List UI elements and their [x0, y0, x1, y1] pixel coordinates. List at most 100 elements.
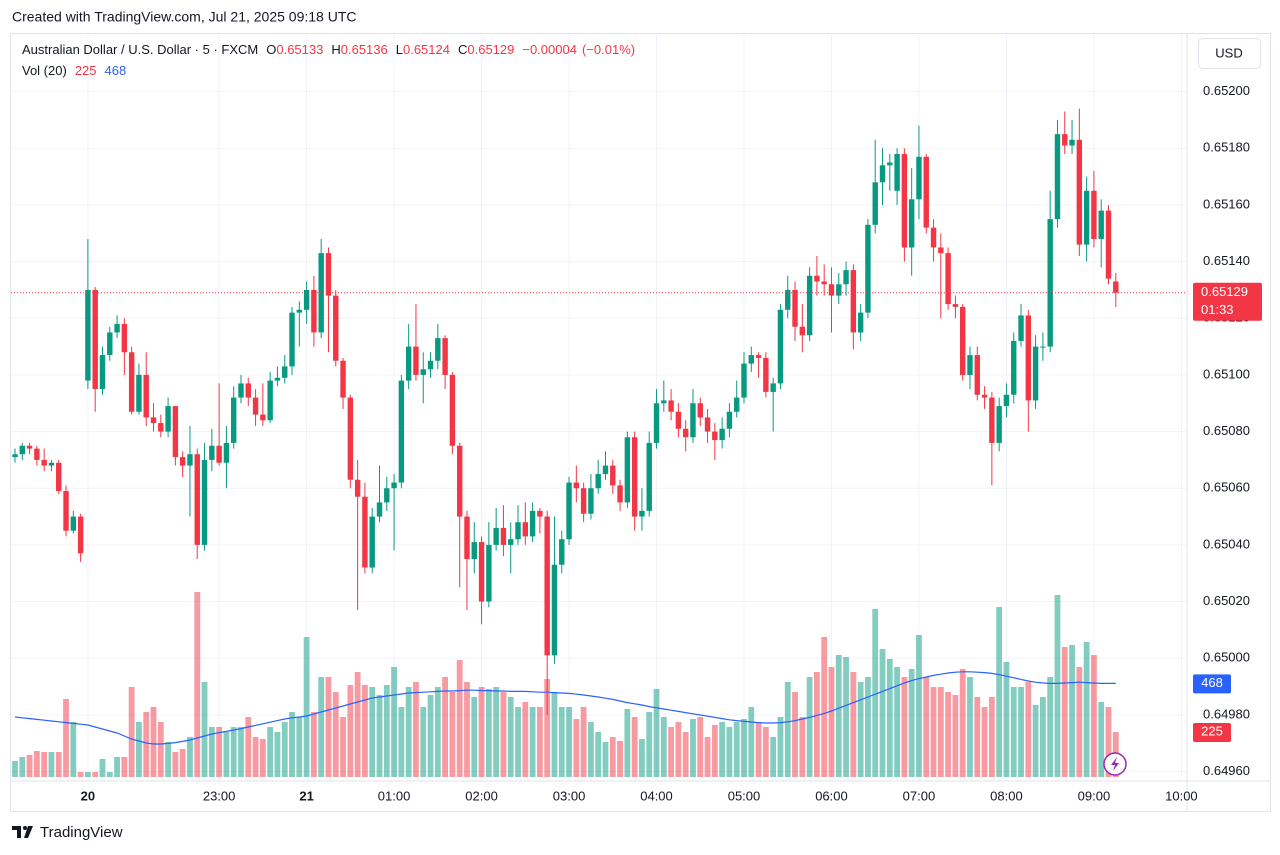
candle-body — [704, 417, 711, 432]
volume-bar — [879, 649, 886, 777]
candle-body — [99, 355, 106, 390]
candle-body — [107, 332, 113, 356]
candle-body — [493, 527, 499, 545]
last-price-label: 0.65129 — [1201, 284, 1248, 299]
volume-bar — [150, 707, 157, 777]
candle-body — [522, 522, 528, 537]
volume-bar — [464, 682, 470, 777]
volume-bar — [901, 677, 908, 777]
candle-body — [223, 442, 230, 463]
candle-body — [631, 437, 638, 517]
legend-value: 0.65129 — [467, 42, 514, 57]
candle-body — [1091, 190, 1097, 239]
candle-body — [843, 270, 849, 285]
legend-value: 0.65124 — [403, 42, 450, 57]
volume-bar — [1105, 707, 1112, 777]
candle-body — [26, 445, 33, 449]
candle-body — [85, 289, 91, 381]
x-tick-label: 04:00 — [640, 788, 673, 803]
candle-body — [799, 326, 806, 336]
volume-bar — [449, 692, 456, 777]
candle-body — [682, 428, 689, 438]
candle-body — [296, 309, 303, 313]
volume-bar — [92, 772, 99, 777]
legend-change: −0.00004 — [522, 42, 577, 57]
candle-body — [56, 462, 62, 492]
candle-body — [741, 363, 747, 398]
candle-body — [63, 491, 69, 531]
volume-bar — [806, 677, 813, 777]
legend-line: Australian Dollar / U.S. Dollar · 5 · FX… — [22, 42, 635, 57]
currency[interactable]: USD — [1215, 45, 1242, 60]
volume-bar — [675, 722, 682, 777]
candle-body — [1018, 315, 1024, 341]
y-tick-label: 0.64960 — [1203, 763, 1250, 778]
candle-body — [311, 289, 317, 333]
x-tick-label: 05:00 — [728, 788, 761, 803]
volume-bar — [697, 717, 704, 777]
volume-bar — [828, 667, 835, 777]
x-tick-label: 03:00 — [553, 788, 586, 803]
candle-body — [347, 397, 354, 480]
candle-body — [828, 284, 835, 296]
candle-body — [901, 153, 908, 248]
candle-body — [1069, 139, 1075, 146]
volume-name: Vol (20) — [22, 63, 67, 78]
volume-bar — [1039, 697, 1046, 777]
currency-button[interactable] — [1198, 38, 1261, 69]
volume-bar — [413, 682, 419, 777]
candle-body — [486, 544, 492, 602]
volume-bar — [289, 712, 295, 777]
volume-bar — [1054, 595, 1061, 777]
volume-bar — [12, 761, 18, 777]
candle-body — [172, 406, 179, 458]
candle-body — [1054, 134, 1061, 220]
volume-bar — [1032, 705, 1039, 777]
candle-body — [158, 423, 164, 432]
symbol: Australian Dollar / U.S. Dollar · 5 · FX… — [22, 42, 258, 57]
candle-body — [1098, 210, 1104, 239]
volume-bar — [391, 667, 397, 777]
candle-body — [420, 369, 426, 375]
volume-bar — [1047, 677, 1054, 777]
candle-body — [1025, 315, 1032, 401]
candle-body — [930, 227, 937, 248]
volume-bar — [609, 737, 616, 777]
candle-body — [143, 374, 149, 418]
candle-body — [340, 360, 346, 398]
volume-bar — [588, 722, 594, 777]
candle-body — [187, 454, 193, 466]
candle-body — [318, 253, 324, 333]
volume-bar — [923, 677, 930, 777]
volume-bar — [792, 692, 798, 777]
y-tick-label: 0.65040 — [1203, 536, 1250, 551]
volume-bar — [471, 697, 478, 777]
volume-bar — [872, 609, 879, 777]
x-tick-label: 09:00 — [1078, 788, 1111, 803]
volume-bar — [216, 727, 223, 777]
x-tick-label: 20 — [81, 788, 95, 803]
volume-bar — [26, 755, 33, 777]
volume-bar — [245, 717, 252, 777]
volume-bar — [1083, 642, 1090, 777]
volume-bar — [566, 707, 572, 777]
candle-body — [121, 323, 128, 353]
candle-body — [675, 411, 682, 429]
candle-body — [216, 445, 222, 463]
volume-bar — [668, 727, 674, 777]
candle-body — [456, 445, 463, 517]
volume-bar — [252, 737, 259, 777]
candle-body — [544, 516, 550, 656]
x-tick-label: 07:00 — [903, 788, 936, 803]
candle-body — [821, 281, 827, 285]
candle-body — [464, 516, 470, 560]
candle-body — [442, 338, 448, 375]
candle-body — [384, 488, 390, 503]
candle-body — [1113, 281, 1119, 293]
volume-bar — [733, 722, 740, 777]
volume-bar — [690, 719, 696, 777]
x-tick-label: 02:00 — [465, 788, 498, 803]
candle-body — [12, 454, 18, 458]
candle-body — [398, 380, 405, 483]
y-tick-label: 0.65140 — [1203, 253, 1250, 268]
